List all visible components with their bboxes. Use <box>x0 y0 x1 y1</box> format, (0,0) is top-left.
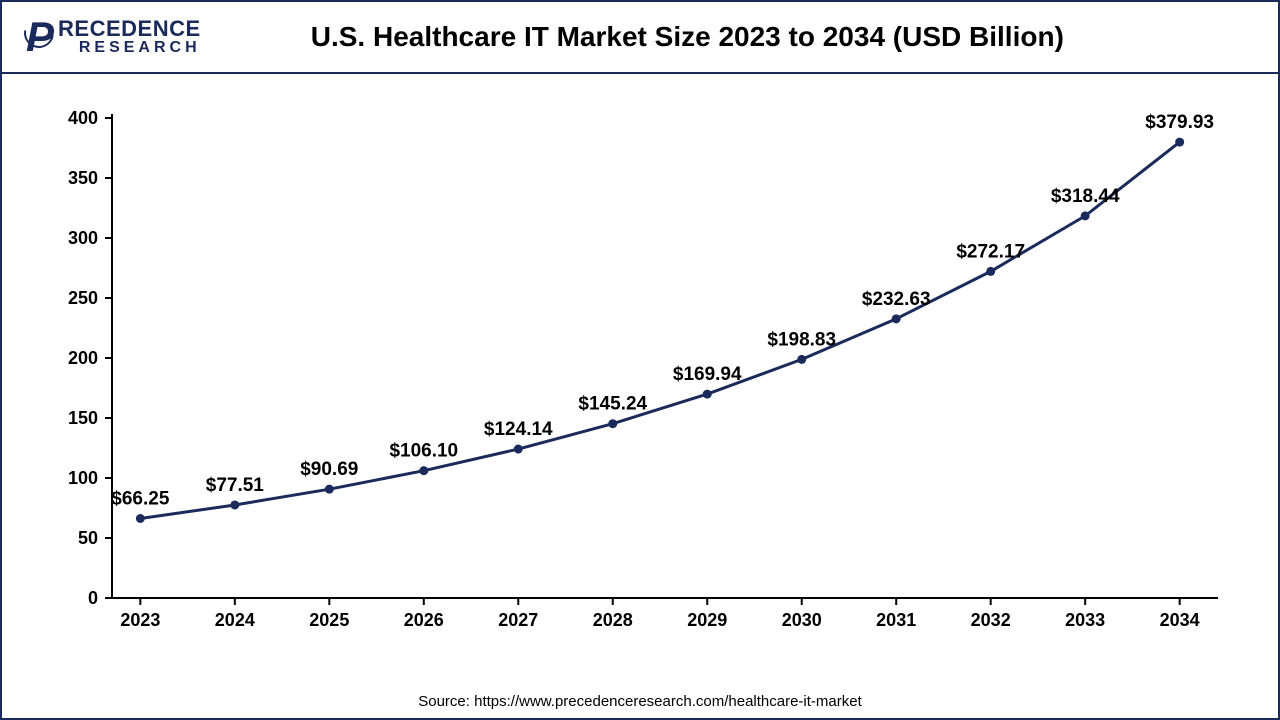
data-point <box>514 445 523 454</box>
data-point <box>1081 211 1090 220</box>
data-label: $232.63 <box>862 289 931 310</box>
x-tick-label: 2027 <box>498 610 538 630</box>
source-citation: Source: https://www.precedenceresearch.c… <box>2 693 1278 710</box>
y-tick-label: 300 <box>68 228 98 248</box>
data-label: $77.51 <box>206 475 265 496</box>
x-tick-label: 2029 <box>687 610 727 630</box>
data-point <box>325 485 334 494</box>
y-tick-label: 150 <box>68 408 98 428</box>
y-tick-label: 400 <box>68 108 98 128</box>
header-bar: P RECEDENCE RESEARCH U.S. Healthcare IT … <box>2 2 1278 74</box>
logo-text: RECEDENCE RESEARCH <box>58 18 201 56</box>
x-tick-label: 2033 <box>1065 610 1105 630</box>
x-tick-label: 2023 <box>120 610 160 630</box>
data-point <box>136 514 145 523</box>
x-tick-label: 2028 <box>593 610 633 630</box>
y-tick-label: 350 <box>68 168 98 188</box>
data-label: $90.69 <box>300 459 358 480</box>
y-tick-label: 0 <box>88 588 98 608</box>
data-label: $145.24 <box>578 394 647 415</box>
plot-area: 0 50 100 150 200 250 300 350 400 2023 2024 2025 2026… <box>32 98 1248 658</box>
data-label: $272.17 <box>956 241 1025 262</box>
data-point <box>419 466 428 475</box>
chart-container: P RECEDENCE RESEARCH U.S. Healthcare IT … <box>0 0 1280 720</box>
x-tick-label: 2026 <box>404 610 444 630</box>
logo-mark-icon: P <box>26 16 54 58</box>
logo: P RECEDENCE RESEARCH <box>26 16 201 58</box>
y-tick-label: 200 <box>68 348 98 368</box>
x-tick-label: 2034 <box>1160 610 1200 630</box>
data-line <box>140 142 1179 518</box>
data-label: $169.94 <box>673 364 742 385</box>
y-tick-label: 100 <box>68 468 98 488</box>
x-tick-label: 2025 <box>309 610 349 630</box>
logo-sub: RESEARCH <box>58 40 201 56</box>
data-point <box>986 267 995 276</box>
data-point <box>797 355 806 364</box>
data-point <box>230 500 239 509</box>
x-tick-label: 2031 <box>876 610 916 630</box>
y-tick-label: 250 <box>68 288 98 308</box>
data-label: $124.14 <box>484 419 553 440</box>
data-label: $379.93 <box>1145 112 1214 133</box>
x-tick-label: 2030 <box>782 610 822 630</box>
data-label: $66.25 <box>111 489 170 510</box>
chart-title: U.S. Healthcare IT Market Size 2023 to 2… <box>201 21 1254 53</box>
y-tick-label: 50 <box>78 528 98 548</box>
data-point <box>1175 138 1184 147</box>
data-label: $198.83 <box>767 329 836 350</box>
data-point <box>703 390 712 399</box>
data-point <box>892 314 901 323</box>
x-tick-label: 2024 <box>215 610 255 630</box>
data-point <box>608 419 617 428</box>
data-label: $106.10 <box>389 441 458 462</box>
x-tick-label: 2032 <box>971 610 1011 630</box>
chart-area: 0 50 100 150 200 250 300 350 400 2023 2024 2025 2026… <box>2 74 1278 718</box>
data-label: $318.44 <box>1051 186 1120 207</box>
line-chart-svg: 0 50 100 150 200 250 300 350 400 2023 2024 2025 2026… <box>32 98 1248 658</box>
logo-brand: RECEDENCE <box>58 18 201 40</box>
